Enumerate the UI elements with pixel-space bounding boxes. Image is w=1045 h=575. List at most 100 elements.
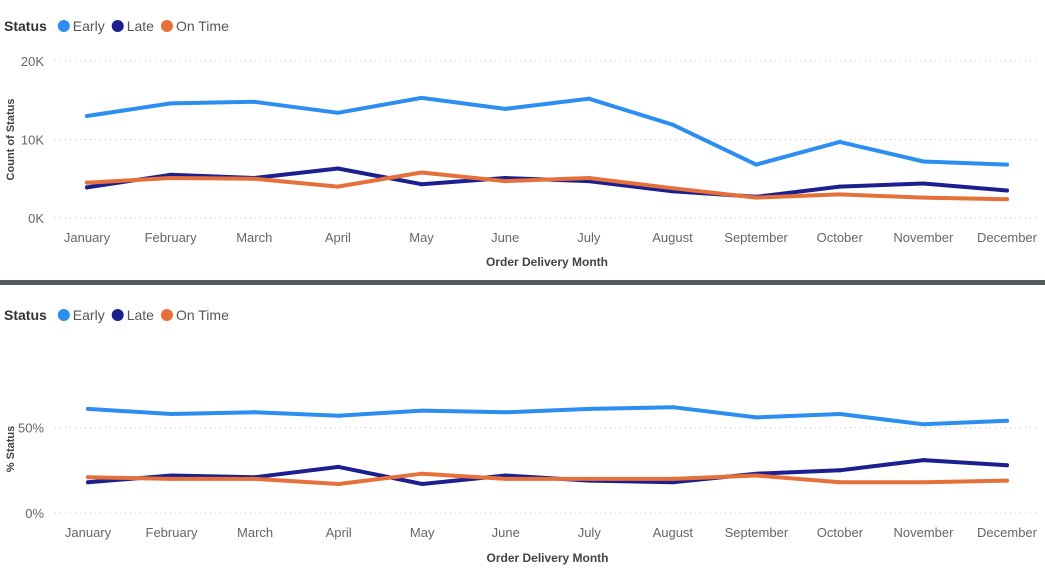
data-point-early[interactable]: [168, 101, 173, 106]
data-point-on-time[interactable]: [420, 471, 425, 476]
y-tick-label: 10K: [21, 133, 44, 148]
data-point-early[interactable]: [670, 122, 675, 127]
data-point-on-time[interactable]: [86, 475, 90, 480]
data-point-early[interactable]: [921, 159, 926, 164]
data-point-late[interactable]: [86, 480, 90, 485]
chart-percent-status: Status Early Late On Time 0% 50%% Status Janua…: [0, 285, 1045, 570]
x-tick-label: September: [725, 525, 789, 540]
x-tick-label: May: [409, 230, 434, 245]
data-point-late[interactable]: [419, 182, 424, 187]
legend-label-late[interactable]: Late: [127, 18, 154, 34]
data-point-early[interactable]: [419, 95, 424, 100]
data-point-early[interactable]: [586, 96, 591, 101]
data-point-late[interactable]: [921, 458, 926, 463]
y-tick-label: 0%: [25, 506, 44, 521]
series-line-early[interactable]: [85, 95, 1009, 167]
data-point-early[interactable]: [503, 106, 508, 111]
data-point-early[interactable]: [837, 139, 842, 144]
data-point-early[interactable]: [837, 412, 842, 417]
data-point-early[interactable]: [335, 110, 340, 115]
x-tick-label: April: [326, 525, 352, 540]
data-point-early[interactable]: [670, 405, 675, 410]
data-point-on-time[interactable]: [335, 184, 340, 189]
data-point-late[interactable]: [336, 464, 341, 469]
data-point-on-time[interactable]: [837, 192, 842, 197]
series-line-early[interactable]: [86, 405, 1009, 427]
data-point-late[interactable]: [503, 473, 508, 478]
data-point-early[interactable]: [1005, 162, 1009, 167]
data-point-late[interactable]: [837, 184, 842, 189]
x-tick-label: April: [325, 230, 351, 245]
legend-title: Status: [4, 18, 47, 34]
data-point-late[interactable]: [670, 480, 675, 485]
data-point-late[interactable]: [85, 185, 89, 190]
legend-marker-early: [57, 309, 70, 321]
data-point-early[interactable]: [336, 413, 341, 418]
data-point-on-time[interactable]: [85, 180, 89, 185]
x-tick-label: June: [491, 230, 519, 245]
data-point-on-time[interactable]: [168, 175, 173, 180]
legend-label-early[interactable]: Early: [73, 18, 105, 34]
data-point-on-time[interactable]: [169, 476, 174, 481]
series-line-late[interactable]: [85, 166, 1009, 199]
data-point-early[interactable]: [85, 113, 89, 118]
data-point-early[interactable]: [252, 99, 257, 104]
data-point-early[interactable]: [754, 415, 759, 420]
data-point-early[interactable]: [86, 406, 90, 411]
data-point-on-time[interactable]: [503, 179, 508, 184]
legend-label-early[interactable]: Early: [73, 307, 105, 323]
data-point-late[interactable]: [921, 181, 926, 186]
data-point-on-time[interactable]: [586, 175, 591, 180]
legend-label-on-time[interactable]: On Time: [176, 18, 229, 34]
data-point-early[interactable]: [587, 406, 592, 411]
data-point-on-time[interactable]: [754, 473, 759, 478]
data-point-on-time[interactable]: [837, 480, 842, 485]
x-tick-label: February: [145, 230, 198, 245]
data-point-late[interactable]: [420, 481, 425, 486]
data-point-on-time[interactable]: [503, 476, 508, 481]
data-point-on-time[interactable]: [587, 476, 592, 481]
legend-marker-on-time: [160, 309, 173, 321]
data-point-on-time[interactable]: [1005, 478, 1009, 483]
data-point-on-time[interactable]: [253, 476, 258, 481]
data-point-early[interactable]: [921, 422, 926, 427]
data-point-late[interactable]: [335, 166, 340, 171]
data-point-late[interactable]: [169, 473, 174, 478]
data-point-early[interactable]: [754, 162, 759, 167]
x-axis-title: Order Delivery Month: [486, 255, 608, 269]
legend: Status Early Late On Time: [4, 18, 229, 34]
data-point-on-time[interactable]: [921, 195, 926, 200]
data-point-on-time[interactable]: [670, 476, 675, 481]
data-point-early[interactable]: [169, 412, 174, 417]
data-point-on-time[interactable]: [419, 170, 424, 175]
x-tick-label: December: [977, 525, 1038, 540]
data-point-early[interactable]: [1005, 418, 1009, 423]
x-tick-label: November: [893, 525, 954, 540]
data-point-early[interactable]: [503, 410, 508, 415]
data-point-late[interactable]: [1005, 463, 1009, 468]
legend-marker-early: [57, 20, 70, 32]
data-point-late[interactable]: [1005, 188, 1009, 193]
data-point-early[interactable]: [420, 408, 425, 413]
gridlines: [55, 60, 1040, 219]
data-point-late[interactable]: [168, 172, 173, 177]
legend-label-late[interactable]: Late: [127, 307, 154, 323]
x-tick-label: October: [817, 525, 864, 540]
legend-label-on-time[interactable]: On Time: [176, 307, 229, 323]
legend-marker-on-time: [160, 20, 173, 32]
gridlines: [55, 427, 1040, 514]
data-point-on-time[interactable]: [252, 176, 257, 181]
data-point-on-time[interactable]: [670, 186, 675, 191]
data-point-on-time[interactable]: [754, 195, 759, 200]
series-line-on-time[interactable]: [85, 170, 1009, 202]
series-line-on-time[interactable]: [86, 471, 1009, 486]
data-point-late[interactable]: [837, 468, 842, 473]
data-point-on-time[interactable]: [1005, 197, 1009, 202]
legend-title: Status: [4, 307, 47, 323]
series-on-time: [86, 471, 1009, 486]
y-axis-title: % Status: [5, 426, 17, 472]
data-point-early[interactable]: [253, 410, 258, 415]
data-point-on-time[interactable]: [336, 481, 341, 486]
data-point-late[interactable]: [503, 175, 508, 180]
data-point-on-time[interactable]: [921, 480, 926, 485]
